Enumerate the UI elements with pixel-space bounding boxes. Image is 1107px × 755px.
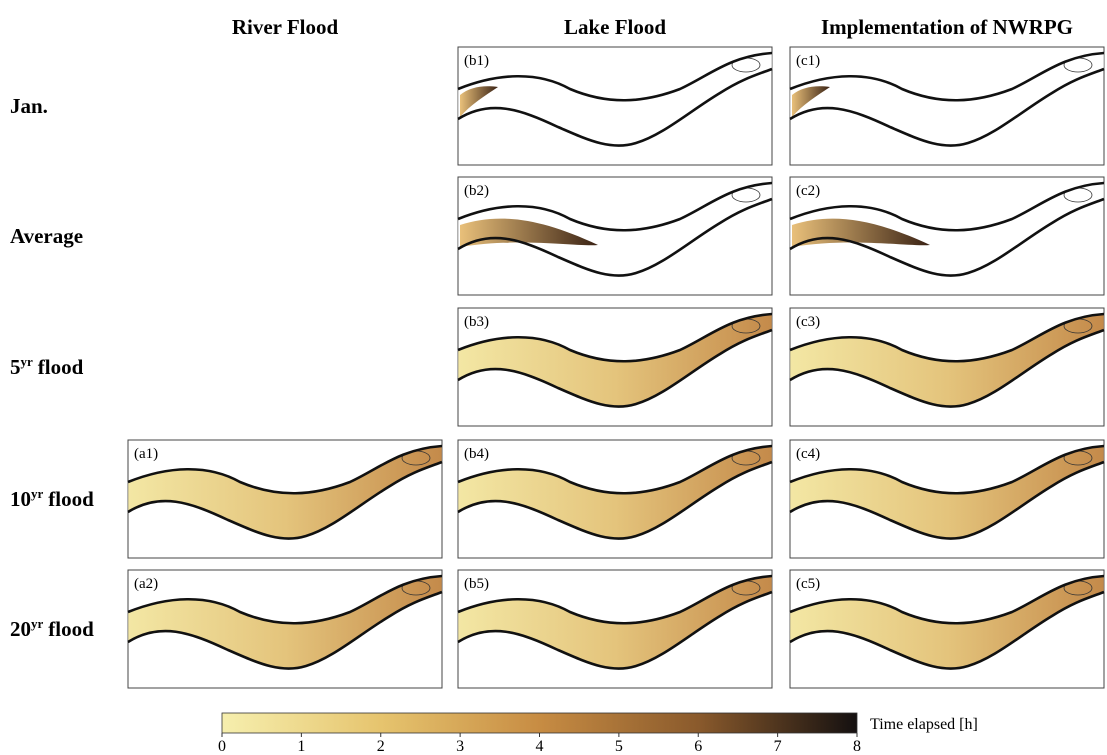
- colorbar-tick-label: 7: [774, 738, 782, 755]
- colorbar-tick-label: 2: [377, 738, 385, 755]
- map-panel: (c4): [790, 440, 1104, 558]
- row-label-rest: flood: [48, 487, 94, 511]
- row-label: Average: [10, 224, 83, 248]
- map-panel: (c3): [790, 308, 1104, 426]
- panel-label: (b4): [464, 446, 489, 462]
- row-label-sup: yr: [31, 616, 44, 631]
- column-header: Lake Flood: [564, 15, 666, 39]
- panel-label: (b1): [464, 53, 489, 69]
- panel-label: (a1): [134, 446, 158, 462]
- map-panel: (b2): [458, 177, 772, 295]
- row-label: Jan.: [10, 94, 48, 118]
- row-label-base: Jan.: [10, 94, 48, 118]
- row-label-base: 10: [10, 487, 31, 511]
- map-panel: (b5): [458, 570, 772, 688]
- panel-label: (b3): [464, 314, 489, 330]
- colorbar-label: Time elapsed [h]: [870, 716, 978, 733]
- row-label-rest: flood: [48, 617, 94, 641]
- map-panel: (c5): [790, 570, 1104, 688]
- colorbar-tick-label: 4: [536, 738, 544, 755]
- map-panel: (a1): [128, 440, 442, 558]
- column-header: Implementation of NWRPG: [821, 15, 1073, 39]
- panel-label: (b2): [464, 183, 489, 199]
- map-panel: (b1): [458, 47, 772, 165]
- colorbar-tick-label: 8: [853, 738, 861, 755]
- map-panel: (b4): [458, 440, 772, 558]
- colorbar-tick-label: 6: [694, 738, 702, 755]
- panel-label: (c5): [796, 576, 820, 592]
- colorbar-tick-label: 0: [218, 738, 226, 755]
- colorbar-tick-label: 3: [456, 738, 464, 755]
- row-label-rest: flood: [38, 355, 84, 379]
- figure: River Flood Lake Flood Implementation of N…: [0, 0, 1107, 755]
- panel-label: (c4): [796, 446, 820, 462]
- colorbar-tick-label: 5: [615, 738, 623, 755]
- map-panel: (c1): [790, 47, 1104, 165]
- row-label-base: Average: [10, 224, 83, 248]
- map-panel: (a2): [128, 570, 442, 688]
- panel-label: (a2): [134, 576, 158, 592]
- colorbar-tick-label: 1: [297, 738, 305, 755]
- panel-label: (b5): [464, 576, 489, 592]
- colorbar: [222, 713, 857, 733]
- map-panel: (b3): [458, 308, 772, 426]
- panel-label: (c1): [796, 53, 820, 69]
- panel-label: (c2): [796, 183, 820, 199]
- column-header: River Flood: [232, 15, 339, 39]
- row-label-base: 5: [10, 355, 21, 379]
- row-label-sup: yr: [21, 354, 34, 369]
- row-label-sup: yr: [31, 486, 44, 501]
- panel-label: (c3): [796, 314, 820, 330]
- map-panel: (c2): [790, 177, 1104, 295]
- row-label-base: 20: [10, 617, 31, 641]
